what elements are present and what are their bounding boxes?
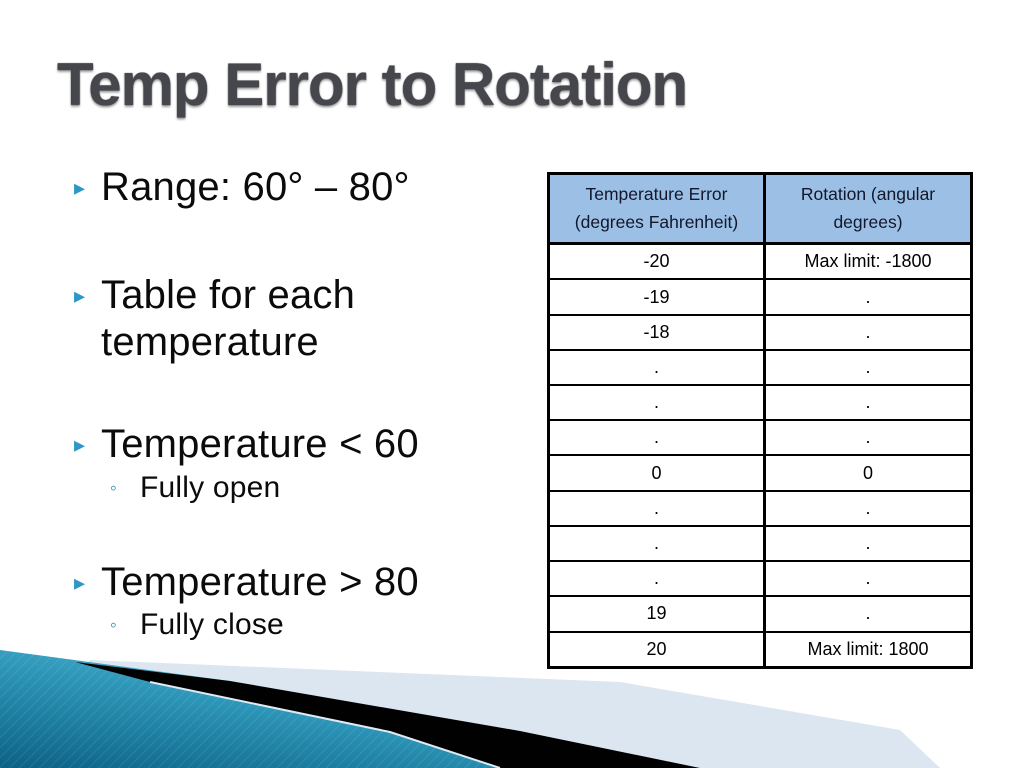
decoration-teal-wedge [0, 650, 560, 768]
sub-bullet-text-fully-close: Fully close [140, 608, 284, 641]
table-header-temperature-error: Temperature Error (degrees Fahrenheit) [547, 172, 766, 245]
decoration-highlight-line [149, 681, 501, 768]
table-cell: . [547, 560, 766, 598]
sub-bullet-circle-icon: ◦ [110, 615, 117, 636]
header-line: Rotation (angular [800, 184, 936, 205]
decoration-teal-stripes-texture [0, 650, 560, 768]
table-row: .. [547, 348, 973, 387]
header-line: degrees) [833, 211, 903, 232]
table-cell: Max limit: 1800 [763, 630, 973, 669]
table-row: .. [547, 524, 973, 563]
table-cell: . [547, 384, 766, 422]
table-cell: 0 [763, 454, 973, 492]
bullet-item-temp-low: ▸ Temperature < 60 [74, 421, 419, 468]
bullet-text-temp-low: Temperature < 60 [101, 422, 419, 466]
table-cell: -19 [547, 278, 766, 316]
bullet-item-temp-high: ▸ Temperature > 80 [74, 559, 419, 606]
table-cell: . [763, 348, 973, 387]
decoration-pale-wedge [0, 660, 940, 768]
table-cell: Max limit: -1800 [763, 242, 973, 281]
table-cell: -20 [547, 242, 766, 281]
sub-bullet-circle-icon: ◦ [110, 478, 117, 499]
table-cell: . [763, 489, 973, 527]
header-line: (degrees Fahrenheit) [574, 211, 739, 232]
table-row: .. [547, 489, 973, 527]
bullet-text-temp-high: Temperature > 80 [101, 560, 419, 604]
bullet-item-table: ▸ Table for each temperature [74, 272, 381, 366]
table-cell: . [763, 524, 973, 563]
table-row: -18. [547, 313, 973, 351]
table-cell: . [547, 419, 766, 457]
bullet-arrow-icon: ▸ [74, 432, 86, 457]
table-cell: 19 [547, 595, 766, 633]
sub-bullet-fully-open: ◦ Fully open [110, 470, 280, 505]
table-row: 19. [547, 595, 973, 633]
temp-rotation-table-container: Temperature Error (degrees Fahrenheit) R… [547, 172, 973, 669]
table-header-rotation: Rotation (angular degrees) [763, 172, 973, 245]
bullet-arrow-icon: ▸ [74, 175, 86, 200]
bullet-arrow-icon: ▸ [74, 283, 86, 308]
sub-bullet-fully-close: ◦ Fully close [110, 607, 284, 642]
table-cell: . [763, 419, 973, 457]
slide-title: Temp Error to Rotation [57, 51, 688, 118]
table-cell: . [763, 313, 973, 351]
bullet-text-range: Range: 60° – 80° [101, 165, 410, 209]
table-row: -20 Max limit: -1800 [547, 242, 973, 281]
table-header-row: Temperature Error (degrees Fahrenheit) R… [547, 172, 973, 245]
table-cell: . [547, 489, 766, 527]
bullet-text-table: Table for each temperature [101, 273, 356, 365]
table-row: .. [547, 419, 973, 457]
table-cell: 0 [547, 454, 766, 492]
table-cell: 20 [547, 630, 766, 669]
sub-bullet-text-fully-open: Fully open [140, 471, 281, 504]
table-row: -19. [547, 278, 973, 316]
table-cell: . [547, 524, 766, 563]
table-row: .. [547, 384, 973, 422]
table-row: 20 Max limit: 1800 [547, 630, 973, 669]
table-cell: -18 [547, 313, 766, 351]
temp-rotation-table: Temperature Error (degrees Fahrenheit) R… [547, 172, 973, 669]
decoration-black-stripe [75, 662, 700, 768]
table-cell: . [763, 384, 973, 422]
bullet-item-range: ▸ Range: 60° – 80° [74, 164, 410, 211]
header-line: Temperature Error [585, 184, 728, 205]
table-row: .. [547, 560, 973, 598]
bullet-arrow-icon: ▸ [74, 570, 86, 595]
table-cell: . [763, 278, 973, 316]
table-cell: . [763, 595, 973, 633]
table-cell: . [547, 348, 766, 387]
table-cell: . [763, 560, 973, 598]
